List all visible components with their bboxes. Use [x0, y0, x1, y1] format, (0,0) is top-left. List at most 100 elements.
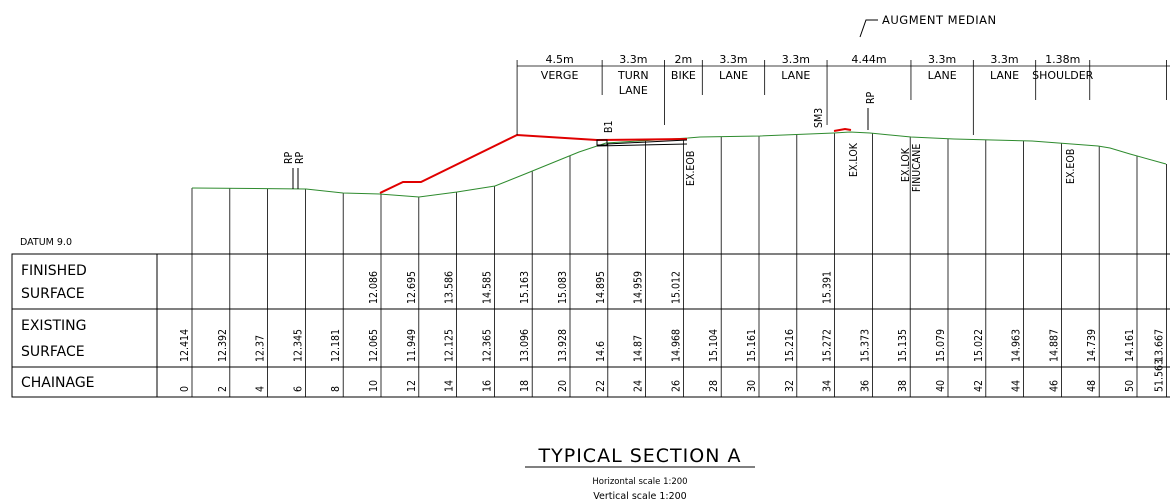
- existing-level-value: 12.125: [444, 329, 456, 362]
- dimension-width: 2m: [675, 53, 693, 66]
- existing-level-value: 15.079: [935, 329, 947, 362]
- finished-level-value: 15.083: [557, 271, 569, 304]
- existing-label-2: SURFACE: [21, 344, 85, 360]
- chainage-value: 20: [557, 380, 569, 392]
- finished-level-value: 13.586: [444, 271, 456, 304]
- band-frame: [11, 253, 1170, 398]
- kerb-back-line: [606, 139, 688, 145]
- chainage-value: 0: [179, 386, 191, 392]
- existing-level-value: 12.345: [292, 329, 304, 362]
- ex-lok-1-label: EX.LOK: [848, 142, 860, 177]
- chainage-value: 8: [330, 386, 342, 392]
- lane-name: BIKE: [671, 69, 696, 82]
- band-values: 0 12.414 2 12.392 4 12.37 6 12.345 8 12.181 10 12.0…: [179, 271, 1166, 392]
- ex-eob-2-label: EX.EOB: [1065, 149, 1077, 184]
- existing-level-value: 12.365: [481, 329, 493, 362]
- rp-left-label-2: RP: [294, 151, 306, 164]
- existing-level-value: 12.414: [179, 329, 191, 362]
- lane-name: SHOULDER: [1032, 69, 1094, 82]
- existing-level-value: 15.272: [822, 329, 834, 362]
- finished-level-value: 15.012: [670, 271, 682, 304]
- lane-name: LANE: [781, 69, 810, 82]
- dimension-width: 3.3m: [990, 53, 1018, 66]
- lane-name: LANE: [928, 69, 957, 82]
- chainage-value: 14: [444, 380, 456, 392]
- existing-level-value: 15.104: [708, 329, 720, 362]
- chainage-value: 40: [935, 380, 947, 392]
- existing-level-value: 14.739: [1086, 329, 1098, 362]
- finished-level-value: 14.585: [481, 271, 493, 304]
- dimension-width: 3.3m: [619, 53, 647, 66]
- datum-label: DATUM 9.0: [20, 237, 72, 248]
- chainage-value: 51.563: [1154, 359, 1166, 392]
- horizontal-scale: Horizontal scale 1:200: [592, 477, 687, 487]
- chainage-value: 34: [822, 380, 834, 392]
- dimension-width: 4.44m: [851, 53, 886, 66]
- chainage-value: 10: [368, 380, 380, 392]
- existing-level-value: 13.928: [557, 329, 569, 362]
- data-band-table: [11, 253, 1170, 398]
- chainage-value: 6: [292, 386, 304, 392]
- sm3-label: SM3: [813, 108, 825, 128]
- chainage-value: 4: [255, 386, 267, 392]
- dimension-width: 3.3m: [719, 53, 747, 66]
- chainage-value: 36: [859, 380, 871, 392]
- chainage-value: 32: [784, 380, 796, 392]
- chainage-value: 12: [406, 380, 418, 392]
- existing-level-value: 14.87: [633, 335, 645, 362]
- kerb-base-line: [596, 143, 688, 147]
- existing-level-value: 15.161: [746, 329, 758, 362]
- existing-level-value: 14.963: [1011, 329, 1023, 362]
- finished-label-1: FINISHED: [21, 263, 87, 279]
- chainage-value: 38: [897, 380, 909, 392]
- chainage-value: 26: [670, 380, 682, 392]
- kerb-b1: [596, 139, 608, 146]
- finished-level-value: 15.391: [822, 271, 834, 304]
- chainage-value: 18: [519, 380, 531, 392]
- chainage-value: 50: [1124, 380, 1136, 392]
- existing-level-value: 15.216: [784, 329, 796, 362]
- chainage-value: 30: [746, 380, 758, 392]
- ex-eob-1-label: EX.EOB: [685, 151, 697, 186]
- augment-leader: [859, 19, 878, 38]
- finished-level-value: 12.086: [368, 271, 380, 304]
- lane-name: TURN: [617, 69, 649, 82]
- chainage-value: 42: [973, 380, 985, 392]
- ex-lok-2-label: EX.LOK: [900, 147, 912, 182]
- chainage-value: 48: [1086, 380, 1098, 392]
- dimension-width: 3.3m: [782, 53, 810, 66]
- existing-level-value: 13.096: [519, 329, 531, 362]
- existing-level-value: 14.887: [1048, 329, 1060, 362]
- design-surface-line: [379, 133, 688, 194]
- b1-label: B1: [603, 121, 615, 134]
- vertical-scale: Vertical scale 1:200: [593, 491, 686, 502]
- finished-level-value: 15.163: [519, 271, 531, 304]
- existing-level-value: 11.949: [406, 329, 418, 362]
- existing-label-1: EXISTING: [21, 318, 86, 334]
- finished-level-value: 14.895: [595, 271, 607, 304]
- station-lines: [191, 132, 1167, 397]
- chainage-value: 16: [481, 380, 493, 392]
- existing-level-value: 15.135: [897, 329, 909, 362]
- lane-name: VERGE: [541, 69, 579, 82]
- dimension-width: 4.5m: [545, 53, 573, 66]
- finucane-label: FINUCANE: [911, 144, 923, 192]
- rp-left-marker: [292, 168, 299, 189]
- design-median-line: [833, 127, 852, 132]
- chainage-value: 28: [708, 380, 720, 392]
- existing-level-value: 12.392: [217, 329, 229, 362]
- design-surface: [379, 127, 852, 194]
- existing-level-value: 12.065: [368, 329, 380, 362]
- chainage-value: 46: [1048, 380, 1060, 392]
- lane-name: LANE: [619, 84, 648, 97]
- existing-level-value: 14.161: [1124, 329, 1136, 362]
- existing-level-value: 15.022: [973, 329, 985, 362]
- existing-level-value: 12.181: [330, 329, 342, 362]
- existing-level-value: 12.37: [255, 335, 267, 362]
- existing-level-value: 13.667: [1154, 329, 1166, 362]
- dimension-width: 1.38m: [1045, 53, 1080, 66]
- existing-level-value: 14.6: [595, 341, 607, 362]
- existing-level-value: 14.968: [670, 329, 682, 362]
- chainage-value: 24: [633, 380, 645, 392]
